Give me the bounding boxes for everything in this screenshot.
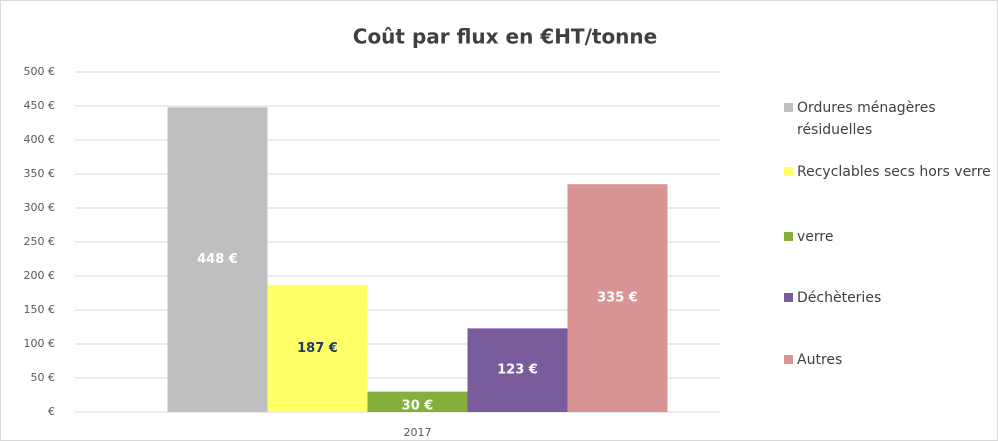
bar <box>367 391 468 412</box>
bar <box>467 328 568 412</box>
y-tick-label: 100 € <box>24 337 56 350</box>
legend-label: Déchèteries <box>797 290 882 306</box>
y-tick-label: 250 € <box>24 235 56 248</box>
legend-label: verre <box>797 229 834 245</box>
bar <box>267 284 368 412</box>
data-label: 448 € <box>197 252 238 267</box>
y-tick-label: 50 € <box>31 371 56 384</box>
legend-label: Recyclables secs hors verre <box>797 164 991 180</box>
data-label: 30 € <box>402 398 434 413</box>
data-label: 335 € <box>597 291 638 306</box>
data-label: 123 € <box>497 363 538 378</box>
legend-swatch <box>784 103 793 112</box>
legend-swatch <box>784 293 793 302</box>
data-label: 187 € <box>297 341 338 356</box>
legend-swatch <box>784 355 793 364</box>
legend-label: Ordures ménagères résiduelles <box>797 100 936 138</box>
y-tick-label: 200 € <box>24 269 56 282</box>
bar <box>567 184 668 412</box>
y-tick-label: 400 € <box>24 133 56 146</box>
y-tick-label: 150 € <box>24 303 56 316</box>
y-tick-label: 300 € <box>24 201 56 214</box>
legend-swatch <box>784 232 793 241</box>
legend-label: Autres <box>797 352 843 368</box>
y-tick-label: 350 € <box>24 167 56 180</box>
y-tick-label: € <box>48 405 55 418</box>
bar <box>167 107 268 413</box>
y-tick-label: 500 € <box>24 65 56 78</box>
legend-swatch <box>784 167 793 176</box>
x-tick-label: 2017 <box>404 426 432 439</box>
chart-title: Coût par flux en €HT/tonne <box>353 25 657 49</box>
y-tick-label: 450 € <box>24 99 56 112</box>
